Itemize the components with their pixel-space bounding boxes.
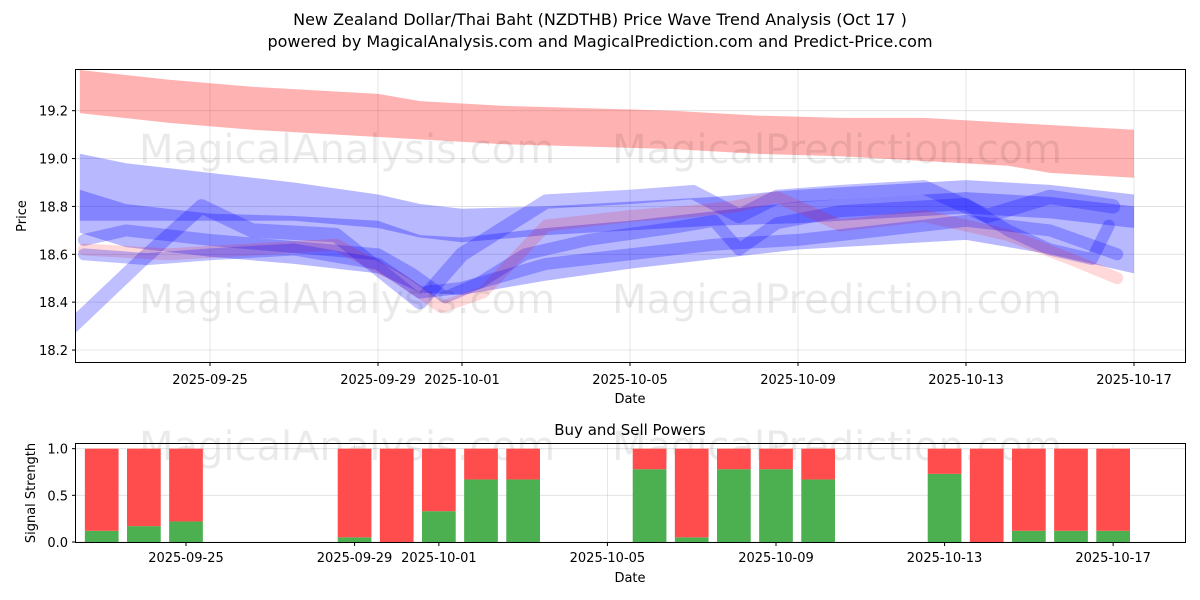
sell-bar	[84, 448, 119, 531]
sell-bar	[927, 448, 962, 474]
price-x-tick-label: 2025-10-09	[760, 373, 836, 388]
signal-x-tick-label: 2025-10-17	[1075, 551, 1151, 566]
bar-chart-title: Buy and Sell Powers	[554, 421, 706, 439]
sell-bar	[632, 448, 667, 470]
signal-y-tick-label: 1.0	[47, 443, 68, 458]
price-x-tick-label: 2025-10-17	[1096, 373, 1172, 388]
signal-x-tick-label: 2025-10-13	[907, 551, 983, 566]
sell-bar	[127, 448, 161, 527]
price-y-tick-label: 18.8	[39, 200, 68, 215]
price-y-tick-label: 19.2	[39, 105, 68, 120]
buy-bar	[717, 469, 751, 542]
main-blue-path	[78, 198, 1115, 304]
buy-bar	[632, 469, 667, 542]
price-wave-bands	[76, 70, 1134, 333]
watermark-right-top: MagicalPrediction.com	[612, 127, 1062, 173]
signal-plot-frame	[75, 443, 1186, 543]
signal-x-tick-label: 2025-10-05	[570, 551, 646, 566]
buy-bar	[1054, 530, 1088, 542]
signal-y-tick-label: 0.0	[47, 536, 68, 551]
price-x-tick-label: 2025-10-05	[592, 373, 668, 388]
buy-bar	[464, 479, 498, 542]
upper-red-band	[79, 70, 1134, 178]
price-y-tick-label: 19.0	[39, 153, 68, 168]
buy-bar	[84, 530, 119, 542]
signal-y-tick-label: 0.5	[47, 489, 68, 504]
signal-x-tick-label: 2025-09-25	[148, 551, 224, 566]
sell-bar	[379, 448, 414, 542]
price-gridlines	[76, 70, 1185, 362]
sell-bar	[422, 448, 456, 512]
price-x-tick-label: 2025-09-29	[340, 373, 416, 388]
wide-blue-band	[79, 189, 1134, 295]
price-y-tick-label: 18.6	[39, 248, 68, 263]
watermark-left-top: MagicalAnalysis.com	[139, 127, 555, 173]
lower-blue-path	[78, 214, 1124, 299]
price-y-tick-label: 18.4	[39, 296, 68, 311]
signal-xlabel: Date	[614, 571, 645, 586]
sell-bar	[801, 448, 835, 480]
sell-bar	[1012, 448, 1046, 531]
sell-bar	[337, 448, 372, 538]
price-xlabel: Date	[614, 392, 645, 407]
buy-bar	[927, 473, 962, 542]
signal-ylabel: Signal Strength	[24, 443, 39, 543]
buy-bar	[337, 537, 372, 542]
chart-title-line1: New Zealand Dollar/Thai Baht (NZDTHB) Pr…	[293, 10, 907, 29]
signal-bars	[84, 448, 1130, 542]
sell-bar	[674, 448, 709, 538]
price-x-tick-label: 2025-10-13	[928, 373, 1004, 388]
sell-bar	[506, 448, 540, 480]
signal-x-tick-label: 2025-10-09	[738, 551, 814, 566]
signal-x-tick-label: 2025-10-01	[401, 551, 477, 566]
sell-bar	[1096, 448, 1130, 531]
buy-bar	[169, 521, 203, 542]
buy-bar	[1012, 530, 1046, 542]
sell-bar	[1054, 448, 1088, 531]
signal-x-tick-label: 2025-09-29	[317, 551, 393, 566]
buy-bar	[127, 526, 161, 542]
price-ylabel: Price	[15, 200, 30, 232]
chart-title-line2: powered by MagicalAnalysis.com and Magic…	[267, 32, 932, 51]
buy-bar	[674, 537, 709, 542]
price-axis-ticks: 2025-09-25 2025-09-29 2025-10-01 2025-10-05…	[39, 105, 1172, 388]
buy-bar	[1096, 530, 1130, 542]
sell-bar	[759, 448, 793, 470]
signal-axis-ticks: 2025-09-25 2025-09-29 2025-10-01 2025-10-05…	[47, 443, 1151, 566]
buy-bar	[759, 469, 793, 542]
price-x-tick-label: 2025-09-25	[172, 373, 248, 388]
sell-bar	[464, 448, 498, 480]
sell-bar	[717, 448, 751, 470]
buy-bar	[422, 511, 456, 542]
watermark-left-middle: MagicalAnalysis.com	[139, 277, 555, 323]
buy-bar	[506, 479, 540, 542]
price-band-group	[76, 70, 1134, 333]
watermark-right-middle: MagicalPrediction.com	[612, 277, 1062, 323]
faint-red-path	[78, 190, 1124, 313]
buy-bar	[801, 479, 835, 542]
sell-bar	[969, 448, 1004, 542]
price-y-tick-label: 18.2	[39, 344, 68, 359]
sell-bar	[169, 448, 203, 522]
diagonal-blue-path	[76, 180, 1121, 333]
price-x-tick-label: 2025-10-01	[424, 373, 500, 388]
upper-blue-band	[79, 153, 1134, 243]
